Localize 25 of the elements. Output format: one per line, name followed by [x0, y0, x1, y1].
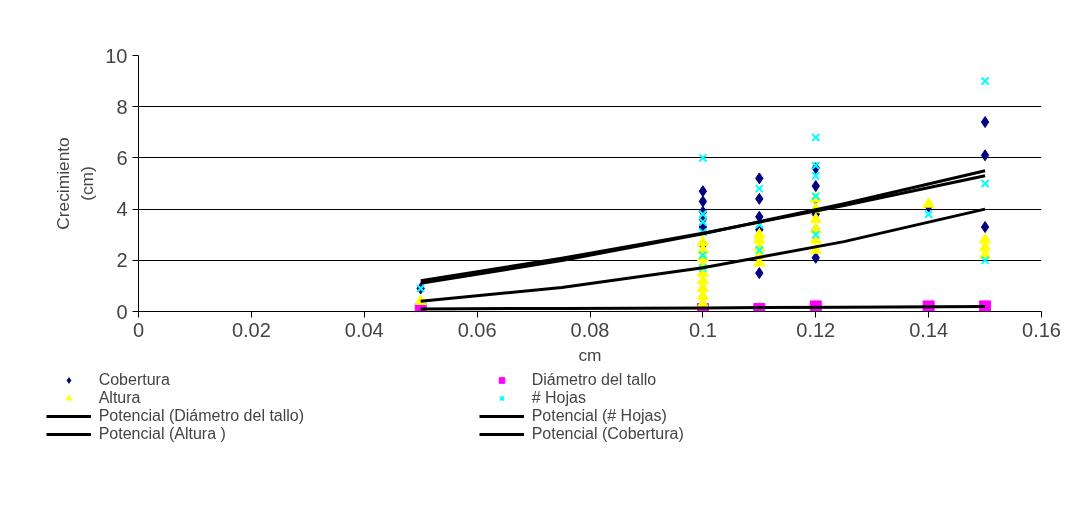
x-tick-label: 0.12 — [796, 318, 836, 341]
legend-label: # Hojas — [531, 389, 587, 407]
x-tick-label: 0.04 — [344, 318, 384, 341]
legend-label: Cobertura — [98, 371, 171, 389]
x-tick-label: 0.02 — [231, 318, 271, 341]
x-tick-label: 0.1 — [688, 318, 717, 341]
x-tick-label: 0 — [132, 318, 145, 341]
legend-label: Potencial (Altura ) — [98, 425, 227, 443]
legend-label: Potencial (Diámetro del tallo) — [98, 407, 306, 425]
y-tick-label: 8 — [116, 95, 128, 118]
x-tick-label: 0.06 — [457, 318, 497, 341]
legend-label: Potencial (Cobertura) — [531, 425, 685, 443]
x-tick-label: 0.08 — [570, 318, 610, 341]
x-tick-label: 0.14 — [909, 318, 949, 341]
y-tick-label: 0 — [116, 300, 128, 323]
y-axis-title: Crecimiento (cm) — [53, 137, 98, 230]
legend-label: Altura — [98, 389, 142, 407]
legend-label: Diámetro del tallo — [531, 371, 658, 389]
y-tick-label: 10 — [105, 44, 128, 67]
y-tick-label: 6 — [116, 146, 128, 169]
x-axis-title: cm — [578, 344, 602, 365]
x-tick-label: 0.16 — [1022, 318, 1061, 341]
y-tick-label: 2 — [116, 249, 128, 272]
legend-label: Potencial (# Hojas) — [531, 407, 668, 425]
y-tick-label: 4 — [116, 198, 128, 221]
